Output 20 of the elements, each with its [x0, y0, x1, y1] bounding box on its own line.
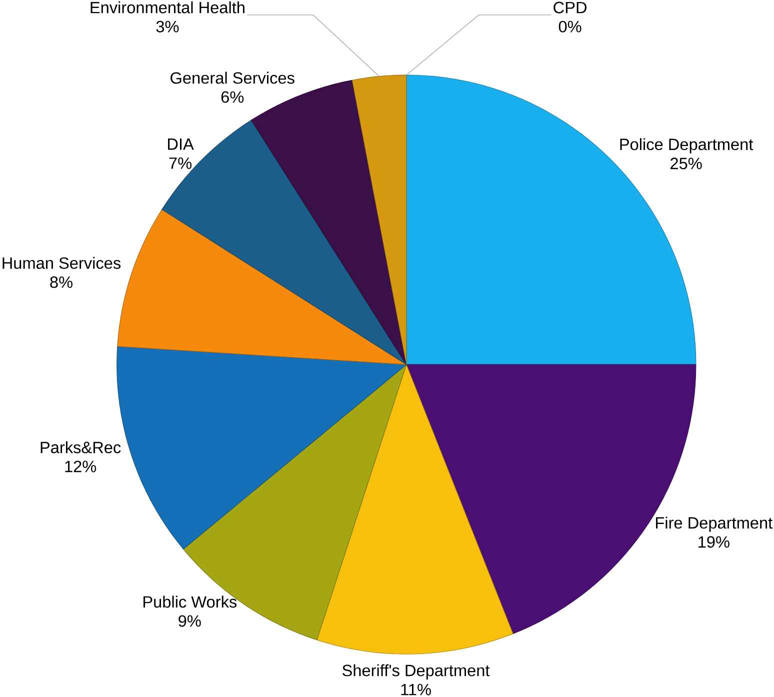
text: 0%: [558, 21, 582, 33]
data-label: 9%: [178, 615, 201, 627]
data-label: 25%: [670, 158, 702, 170]
slice-label: Police Department: [620, 138, 754, 154]
data-label: 19%: [698, 536, 730, 548]
data-label: 8%: [50, 276, 72, 288]
slice-label: DIA: [168, 138, 194, 150]
data-label: 3%: [156, 21, 179, 33]
slice-label: Human Services: [2, 257, 121, 270]
data-label: 12%: [65, 460, 96, 472]
slice-label: Parks&Rec: [40, 441, 121, 454]
category-label: CPD: [554, 2, 586, 14]
data-label: 11%: [401, 684, 431, 696]
data-label: 6%: [221, 91, 244, 103]
data-label: 7%: [169, 158, 192, 170]
slice-label: Sheriff's Department: [342, 664, 490, 680]
slice-label: Environmental Health: [90, 2, 244, 14]
slice-label: Fire Department: [656, 516, 772, 532]
slice-label: General Services: [170, 72, 294, 84]
slice-label: Public Works: [144, 596, 237, 608]
